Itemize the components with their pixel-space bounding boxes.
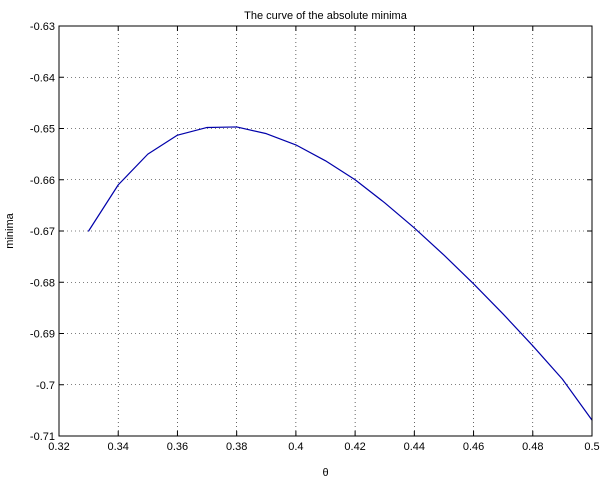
x-tick-label: 0.4 (288, 441, 303, 453)
ticks: 0.32 0.34 0.36 0.38 0.4 0.42 0.44 0.46 0.48 0.5 -0… (30, 21, 600, 453)
x-tick-label: 0.46 (463, 441, 484, 453)
y-tick-label: -0.64 (30, 72, 55, 84)
y-tick-label: -0.68 (30, 277, 55, 289)
series-line (88, 126, 593, 421)
y-axis-label: minima (4, 212, 16, 248)
y-tick-label: -0.66 (30, 175, 55, 187)
x-tick-label: 0.42 (344, 441, 365, 453)
y-tick-label: -0.65 (30, 124, 55, 136)
y-tick-label: -0.63 (30, 21, 55, 33)
x-tick-label: 0.5 (584, 441, 599, 453)
x-tick-label: 0.48 (522, 441, 543, 453)
x-tick-label: 0.32 (48, 441, 69, 453)
x-tick-label: 0.36 (167, 441, 188, 453)
x-tick-label: 0.38 (226, 441, 247, 453)
y-tick-label: -0.7 (36, 380, 55, 392)
x-tick-label: 0.44 (404, 441, 425, 453)
y-tick-label: -0.69 (30, 329, 55, 341)
chart-title: The curve of the absolute minima (244, 10, 408, 22)
x-axis-label: θ (322, 467, 328, 477)
plot-background (59, 26, 592, 436)
y-tick-label: -0.71 (30, 431, 55, 443)
x-tick-label: 0.34 (108, 441, 129, 453)
grid (59, 26, 592, 436)
y-tick-label: -0.67 (30, 226, 55, 238)
series-layer (88, 126, 593, 421)
